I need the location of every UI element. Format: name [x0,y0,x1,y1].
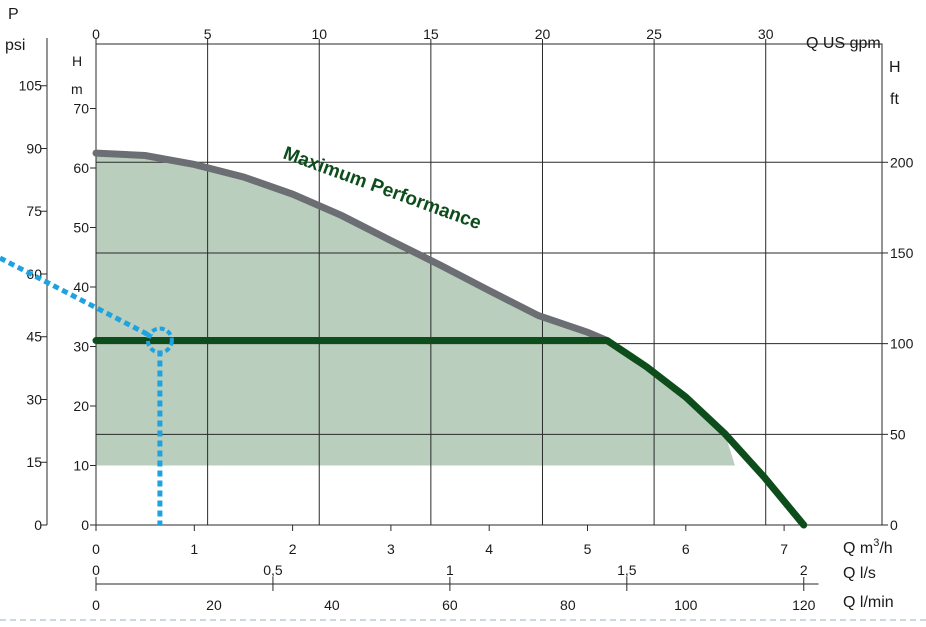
ft-tick-label: 150 [890,245,914,261]
head-ft-symbol: H [889,59,901,76]
pointer-diagonal-line [0,255,154,339]
gpm-tick-label: 20 [535,26,551,42]
m-tick-label: 60 [73,160,89,176]
axes: 0 5 10 15 20 25 300501001502000102030405060700… [19,26,914,613]
m-tick-label: 20 [73,398,89,414]
gpm-tick-label: 25 [646,26,662,42]
bottom-dashed-rule [0,619,926,621]
flow-ls-label: Q l/s [843,565,876,582]
psi-tick-label: 30 [26,391,42,407]
lmin-tick-label: 0 [92,597,100,613]
gpm-tick-label: 30 [758,26,774,42]
m3h-tick-label: 4 [485,541,493,557]
m-tick-label: 30 [73,339,89,355]
gpm-tick-label: 0 [92,26,100,42]
m3h-tick-label: 3 [387,541,395,557]
ft-tick-label: 100 [890,336,914,352]
lmin-tick-label: 20 [206,597,222,613]
head-m-unit: m [71,81,83,97]
psi-tick-label: 15 [26,454,42,470]
ls-tick-label: 0 [92,562,100,578]
m3h-tick-label: 2 [289,541,297,557]
ft-tick-label: 200 [890,154,914,170]
flow-m3h-label: Q m3/h [843,537,893,557]
psi-tick-label: 0 [34,517,42,533]
pointer-circle [145,326,174,355]
m-tick-label: 10 [73,458,89,474]
ls-tick-label: 1 [446,562,454,578]
lmin-tick-label: 40 [324,597,340,613]
lmin-tick-label: 60 [442,597,458,613]
lmin-tick-label: 100 [674,597,698,613]
lmin-tick-label: 80 [560,597,576,613]
ls-tick-label: 1,5 [617,562,637,578]
m-tick-label: 70 [73,101,89,117]
pressure-unit: psi [5,37,25,54]
psi-tick-label: 45 [26,329,42,345]
ls-tick-label: 2 [800,562,808,578]
m-tick-label: 0 [81,517,89,533]
m3h-tick-label: 6 [682,541,690,557]
m-tick-label: 50 [73,220,89,236]
head-m-symbol: H [72,53,82,69]
m3h-tick-label: 1 [190,541,198,557]
ft-tick-label: 0 [890,517,898,533]
ls-tick-label: 0,5 [263,562,283,578]
lmin-tick-label: 120 [792,597,816,613]
performance-area-fill [96,153,735,466]
head-ft-unit: ft [890,91,899,108]
flow-gpm-label: Q US gpm [806,35,881,52]
m3h-tick-label: 5 [584,541,592,557]
psi-tick-label: 75 [26,203,42,219]
m3h-tick-label: 7 [780,541,788,557]
psi-tick-label: 105 [19,78,43,94]
operating-point-marker [0,255,174,525]
gpm-tick-label: 5 [204,26,212,42]
max-performance-curve [92,149,611,345]
psi-tick-label: 90 [26,140,42,156]
ft-tick-label: 50 [890,426,906,442]
pressure-symbol: P [8,6,19,23]
operating-curve [92,337,808,529]
gpm-tick-label: 10 [311,26,327,42]
m-tick-label: 40 [73,279,89,295]
flow-lmin-label: Q l/min [843,594,894,611]
m3h-tick-label: 0 [92,541,100,557]
gpm-tick-label: 15 [423,26,439,42]
